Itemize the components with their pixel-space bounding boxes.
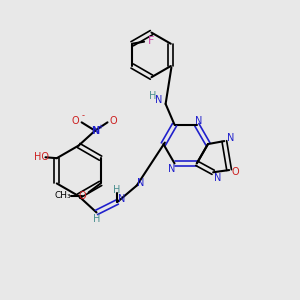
Text: H: H bbox=[149, 91, 156, 100]
Text: -: - bbox=[82, 111, 85, 120]
Text: N: N bbox=[195, 116, 202, 126]
Text: CH₃: CH₃ bbox=[54, 191, 71, 200]
Text: O: O bbox=[109, 116, 117, 126]
Text: N: N bbox=[168, 164, 175, 174]
Text: O: O bbox=[78, 191, 86, 201]
Text: N: N bbox=[227, 133, 235, 142]
Text: N: N bbox=[118, 194, 125, 204]
Text: N: N bbox=[214, 172, 221, 183]
Text: F: F bbox=[148, 36, 154, 46]
Text: N: N bbox=[91, 126, 99, 136]
Text: HO: HO bbox=[34, 152, 49, 162]
Text: H: H bbox=[93, 214, 100, 224]
Text: O: O bbox=[232, 167, 239, 177]
Text: H: H bbox=[113, 185, 120, 195]
Text: O: O bbox=[72, 116, 80, 126]
Text: N: N bbox=[137, 178, 145, 188]
Text: N: N bbox=[155, 95, 163, 105]
Text: +: + bbox=[98, 124, 103, 130]
